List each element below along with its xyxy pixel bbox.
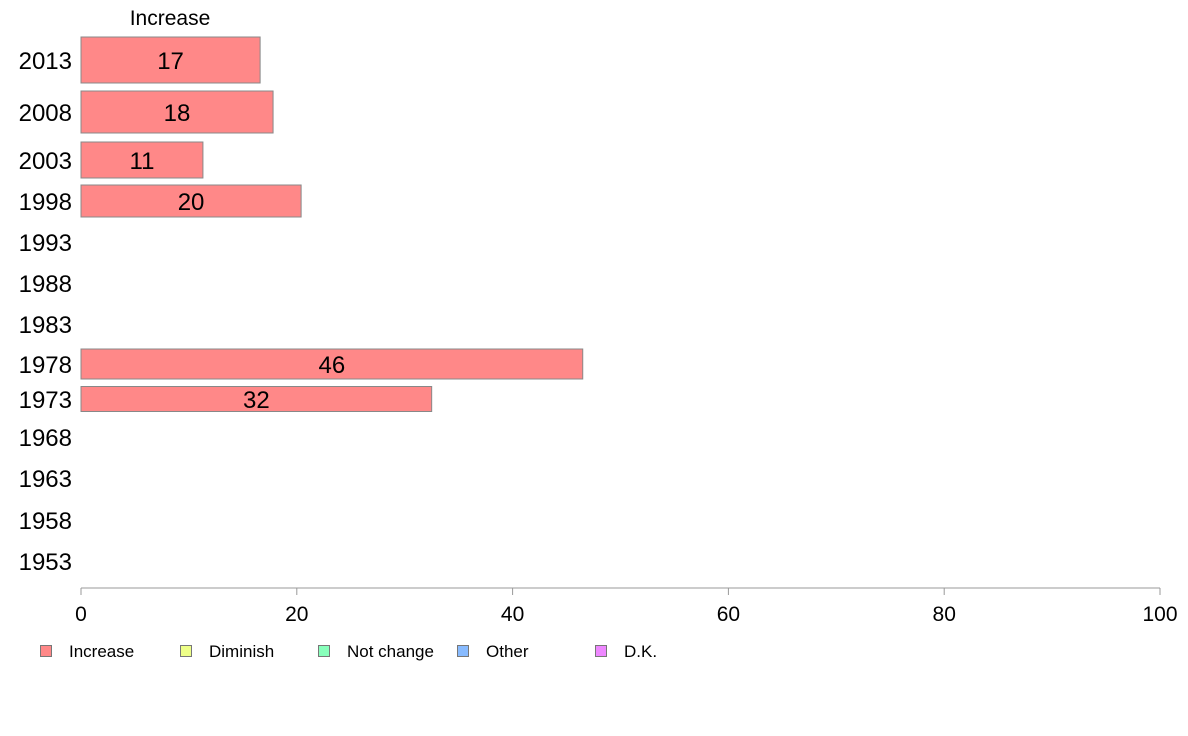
bars [80,36,584,412]
y-tick-label: 1973 [19,387,72,414]
x-tick-label: 40 [501,603,524,626]
y-tick-label: 1983 [19,312,72,339]
y-tick-label: 2013 [19,48,72,75]
x-tick-label: 0 [75,603,87,626]
y-tick-label: 1998 [19,189,72,216]
legend-swatch [595,645,607,657]
bar [80,90,274,134]
y-tick-label: 1958 [19,508,72,535]
y-tick-label: 1963 [19,466,72,493]
legend-label: D.K. [624,642,658,661]
x-axis: 0 20 40 60 80 100 [75,587,1178,626]
y-tick-label: 1978 [19,352,72,379]
bar [80,141,204,179]
legend-swatch [457,645,469,657]
legend-label: Increase [69,642,135,661]
chart-area: Increase 2013 2008 2003 1998 1993 1988 1983 197… [19,7,1178,626]
bar-value-label: 18 [164,100,191,127]
bar-value-label: 11 [130,148,155,175]
bar [80,36,261,84]
bar-value-label: 46 [319,352,346,379]
legend-label: Other [486,642,529,661]
bar [80,348,584,380]
legend-label: Not change [347,642,434,661]
x-tick-label: 80 [933,603,956,626]
y-tick-label: 2008 [19,100,72,127]
y-tick-label: 1988 [19,271,72,298]
x-tick-label: 20 [285,603,308,626]
legend-swatch [40,645,52,657]
x-tick-label: 100 [1142,603,1177,626]
y-tick-label: 2003 [19,148,72,175]
bar [80,386,433,412]
y-tick-label: 1953 [19,549,72,576]
legend-swatch [180,645,192,657]
bar-value-label: 32 [243,387,270,414]
legend-swatch [318,645,330,657]
x-tick-label: 60 [717,603,740,626]
bar-value-label: 20 [178,189,205,216]
bar-value-label: 17 [157,48,184,75]
bar-labels: 17 18 11 20 46 32 [130,48,346,414]
column-title: Increase [130,7,211,30]
bar [80,184,302,218]
y-tick-label: 1993 [19,230,72,257]
legend-label: Diminish [209,642,275,661]
y-axis-labels: 2013 2008 2003 1998 1993 1988 1983 1978 1973 1968… [19,48,72,576]
y-tick-label: 1968 [19,425,72,452]
